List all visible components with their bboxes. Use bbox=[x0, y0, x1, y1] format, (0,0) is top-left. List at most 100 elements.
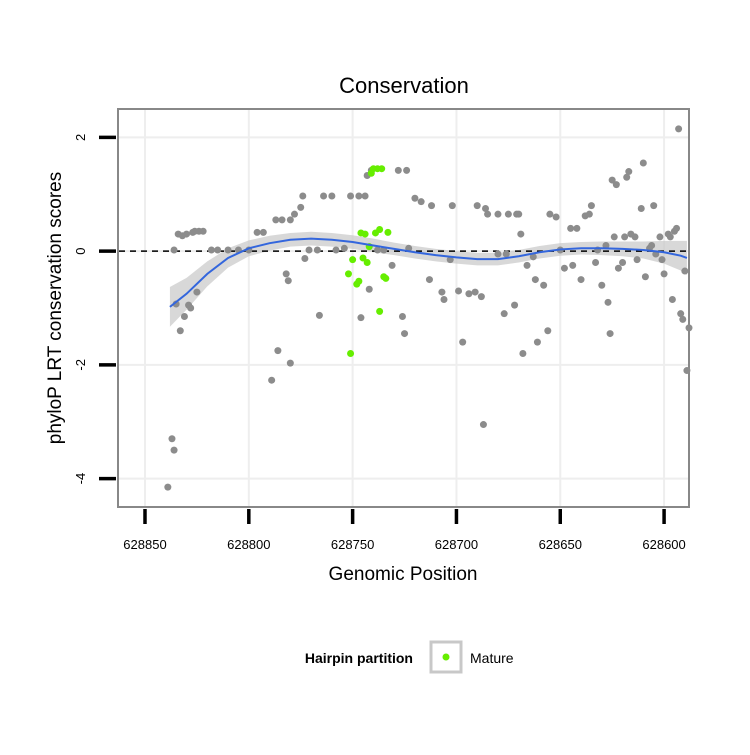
point bbox=[417, 198, 425, 206]
point bbox=[598, 281, 606, 289]
point bbox=[567, 224, 575, 232]
point bbox=[569, 261, 577, 269]
x-axis-title: Genomic Position bbox=[329, 564, 478, 585]
point bbox=[610, 233, 618, 241]
point bbox=[170, 246, 178, 254]
point bbox=[187, 304, 195, 312]
point bbox=[286, 359, 294, 367]
mature-point bbox=[382, 274, 390, 282]
point bbox=[540, 281, 548, 289]
mature-point bbox=[355, 277, 363, 285]
point bbox=[282, 270, 290, 278]
point bbox=[633, 256, 641, 264]
point bbox=[365, 285, 373, 293]
point bbox=[286, 216, 294, 224]
point bbox=[515, 210, 523, 218]
point bbox=[631, 233, 639, 241]
point bbox=[619, 259, 627, 267]
legend-label-mature: Mature bbox=[470, 650, 514, 666]
legend: Hairpin partition Mature bbox=[305, 640, 514, 674]
point bbox=[502, 250, 510, 258]
point bbox=[357, 314, 365, 322]
point bbox=[500, 310, 508, 318]
mature-point bbox=[347, 349, 355, 357]
point bbox=[199, 227, 207, 235]
point bbox=[355, 192, 363, 200]
point bbox=[625, 168, 633, 176]
point bbox=[398, 313, 406, 321]
point bbox=[301, 255, 309, 263]
point bbox=[455, 287, 463, 295]
point bbox=[168, 435, 176, 443]
point bbox=[428, 202, 436, 210]
point bbox=[176, 327, 184, 335]
mature-point bbox=[378, 165, 386, 173]
point bbox=[465, 290, 473, 298]
point bbox=[656, 233, 664, 241]
point bbox=[297, 203, 305, 211]
x-tick-label: 628600 bbox=[642, 537, 685, 552]
mature-point bbox=[349, 256, 357, 264]
confidence-band-layer bbox=[169, 231, 687, 327]
y-axis-title: phyloP LRT conservation scores bbox=[45, 172, 66, 445]
point bbox=[315, 311, 323, 319]
x-tick-label: 628700 bbox=[435, 537, 478, 552]
mature-point bbox=[376, 307, 384, 315]
point bbox=[494, 250, 502, 258]
point bbox=[374, 246, 382, 254]
point bbox=[546, 210, 554, 218]
point bbox=[259, 228, 267, 236]
point bbox=[164, 483, 172, 491]
point bbox=[666, 233, 674, 241]
point bbox=[660, 270, 668, 278]
point bbox=[328, 192, 336, 200]
point bbox=[440, 295, 448, 303]
point bbox=[519, 349, 527, 357]
point bbox=[479, 421, 487, 429]
point bbox=[193, 288, 201, 296]
point bbox=[650, 202, 658, 210]
grid bbox=[119, 110, 688, 506]
point bbox=[320, 192, 328, 200]
point bbox=[170, 446, 178, 454]
point bbox=[313, 246, 321, 254]
point bbox=[685, 324, 693, 332]
point bbox=[602, 241, 610, 249]
mature-point bbox=[359, 254, 367, 262]
point bbox=[482, 205, 490, 212]
point bbox=[388, 261, 396, 269]
point bbox=[573, 224, 581, 232]
point bbox=[637, 205, 645, 212]
point bbox=[592, 259, 600, 267]
mature-point bbox=[361, 230, 369, 238]
point bbox=[612, 181, 620, 189]
point bbox=[641, 273, 649, 281]
point bbox=[606, 330, 614, 338]
point bbox=[253, 228, 261, 236]
chart-title: Conservation bbox=[339, 73, 469, 98]
x-tick-label: 628750 bbox=[331, 537, 374, 552]
point bbox=[272, 216, 280, 224]
point bbox=[274, 347, 282, 355]
point bbox=[504, 210, 512, 218]
y-tick-label: 0 bbox=[73, 248, 88, 255]
point bbox=[533, 338, 541, 346]
point bbox=[411, 194, 419, 202]
x-axis: 628850 628800 628750 628700 628650 628600 bbox=[123, 509, 686, 552]
point bbox=[648, 241, 656, 249]
y-tick-label: 2 bbox=[73, 134, 88, 141]
y-tick-label: -2 bbox=[73, 359, 88, 371]
plot-panel bbox=[117, 108, 690, 508]
point bbox=[305, 246, 313, 254]
smooth-line-layer bbox=[169, 237, 688, 308]
point bbox=[658, 256, 666, 264]
point bbox=[517, 230, 525, 238]
point bbox=[224, 246, 232, 254]
point bbox=[577, 276, 585, 284]
point bbox=[394, 166, 402, 174]
point bbox=[683, 367, 691, 375]
point bbox=[585, 210, 593, 218]
mature-point bbox=[344, 270, 352, 278]
